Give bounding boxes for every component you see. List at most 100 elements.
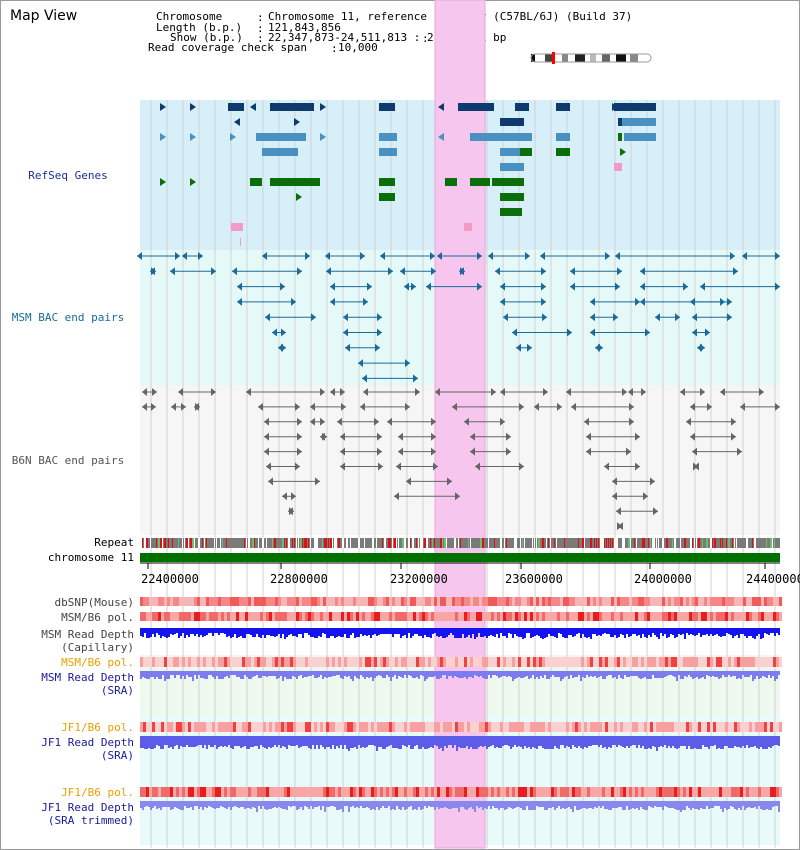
heat-cell bbox=[728, 612, 731, 621]
heat-cell bbox=[419, 597, 422, 606]
depth-bar bbox=[422, 801, 424, 809]
depth-bar bbox=[580, 671, 582, 681]
depth-bar bbox=[356, 736, 358, 749]
depth-bar bbox=[272, 671, 274, 676]
depth-bar bbox=[628, 736, 630, 748]
heat-cell bbox=[341, 657, 344, 667]
depth-bar bbox=[332, 628, 334, 636]
jf1-depth-sra-trimmed bbox=[140, 801, 780, 812]
heat-cell bbox=[401, 722, 404, 732]
depth-bar bbox=[454, 801, 456, 808]
track-label-msm-bac[interactable]: MSM BAC end pairs bbox=[11, 311, 125, 324]
heat-cell bbox=[194, 722, 197, 732]
heat-cell bbox=[548, 787, 551, 797]
depth-bar bbox=[490, 801, 492, 809]
heat-cell bbox=[542, 597, 545, 606]
depth-bar bbox=[608, 628, 610, 634]
heat-cell bbox=[398, 657, 401, 667]
depth-bar bbox=[722, 628, 724, 636]
heat-cell bbox=[317, 657, 320, 667]
depth-bar bbox=[650, 801, 652, 807]
heat-cell bbox=[302, 722, 305, 732]
depth-bar bbox=[758, 801, 760, 806]
heat-cell bbox=[194, 612, 197, 621]
depth-bar bbox=[180, 671, 182, 679]
heat-cell bbox=[560, 597, 563, 606]
bac-end-right bbox=[650, 477, 655, 486]
depth-bar bbox=[700, 736, 702, 749]
heat-cell bbox=[485, 612, 488, 621]
depth-bar bbox=[268, 628, 270, 635]
depth-bar bbox=[532, 801, 534, 810]
heat-cell bbox=[518, 787, 521, 797]
heat-cell bbox=[599, 657, 602, 667]
heat-cell bbox=[656, 787, 659, 797]
repeat-element bbox=[322, 538, 323, 548]
depth-bar bbox=[450, 736, 452, 745]
depth-bar bbox=[244, 736, 246, 746]
heat-cell bbox=[674, 657, 677, 667]
depth-bar bbox=[776, 801, 778, 806]
depth-bar bbox=[320, 801, 322, 810]
depth-bar bbox=[370, 628, 372, 638]
depth-bar bbox=[756, 736, 758, 748]
heat-cell bbox=[632, 657, 635, 667]
heat-cell bbox=[443, 612, 446, 621]
depth-bar bbox=[662, 671, 664, 678]
heat-cell bbox=[725, 787, 728, 797]
heat-cell bbox=[281, 722, 284, 732]
heat-cell bbox=[635, 787, 638, 797]
depth-bar bbox=[146, 671, 148, 679]
axis-tick-label: 23600000 bbox=[505, 572, 563, 586]
depth-bar bbox=[534, 736, 536, 748]
heat-cell bbox=[650, 612, 653, 621]
depth-bar bbox=[524, 628, 526, 638]
heat-cell bbox=[197, 597, 200, 606]
heat-cell bbox=[350, 612, 353, 621]
heat-cell bbox=[647, 612, 650, 621]
heat-cell bbox=[269, 657, 272, 667]
depth-bar bbox=[260, 628, 262, 638]
track-label-refseq[interactable]: RefSeq Genes bbox=[28, 169, 108, 182]
depth-bar bbox=[424, 736, 426, 749]
heat-cell bbox=[764, 657, 767, 667]
depth-bar bbox=[316, 736, 318, 745]
repeat-element bbox=[412, 538, 414, 548]
depth-bar bbox=[184, 801, 186, 806]
depth-bar bbox=[578, 736, 580, 746]
heat-cell bbox=[491, 787, 494, 797]
depth-bar bbox=[386, 801, 388, 808]
depth-bar bbox=[620, 628, 622, 634]
depth-bar bbox=[652, 736, 654, 746]
depth-bar bbox=[660, 736, 662, 746]
heat-cell bbox=[419, 612, 422, 621]
heat-cell bbox=[215, 597, 218, 606]
depth-bar bbox=[698, 801, 700, 810]
depth-bar bbox=[514, 801, 516, 808]
heat-cell bbox=[209, 722, 212, 732]
depth-bar bbox=[294, 671, 296, 677]
heat-cell bbox=[248, 612, 251, 621]
depth-bar bbox=[746, 628, 748, 638]
gene-arrow bbox=[250, 103, 256, 111]
repeat-element bbox=[336, 538, 337, 548]
track-label-jf1-depth-sub: (SRA) bbox=[100, 749, 134, 762]
track-label-jf1-depth: JF1 Read Depth bbox=[41, 736, 134, 749]
depth-bar bbox=[272, 801, 274, 808]
repeat-element bbox=[706, 538, 708, 548]
bac-end-right bbox=[431, 267, 436, 276]
heat-cell bbox=[152, 657, 155, 667]
depth-bar bbox=[250, 671, 252, 679]
track-label-b6n-bac[interactable]: B6N BAC end pairs bbox=[11, 454, 125, 467]
heat-cell bbox=[281, 657, 284, 667]
depth-bar bbox=[624, 628, 626, 638]
heat-cell bbox=[659, 787, 662, 797]
depth-bar bbox=[722, 801, 724, 812]
heat-cell bbox=[464, 612, 467, 621]
heat-cell bbox=[344, 597, 347, 606]
heat-cell bbox=[170, 787, 173, 797]
heat-cell bbox=[308, 787, 311, 797]
depth-bar bbox=[200, 628, 202, 635]
depth-bar bbox=[244, 801, 246, 809]
